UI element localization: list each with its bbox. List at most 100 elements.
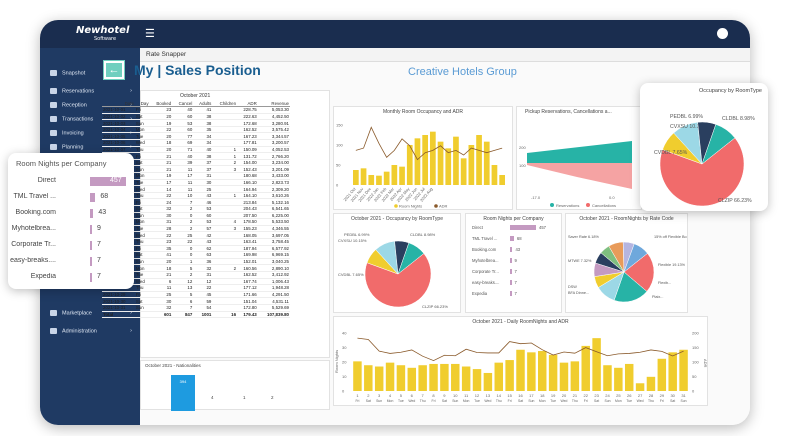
company-row[interactable]: Myhotelbrea... 9	[8, 222, 134, 238]
occupancy-bar	[453, 136, 459, 185]
mini-company-row[interactable]: Booking.com 43	[466, 244, 561, 255]
sidebar-item-reservations[interactable]: Reservations ›	[50, 88, 138, 100]
company-row[interactable]: easy-breaks.... 7	[8, 254, 134, 270]
table-cell: 40	[172, 106, 194, 114]
occupancy-card-title: Occupancy by RoomType	[699, 88, 762, 94]
table-cell: Wed	[134, 139, 150, 147]
daily-bar	[364, 365, 373, 391]
company-name: Creative Hotels Group	[408, 66, 517, 78]
column-header[interactable]: Cancel	[172, 100, 194, 108]
company-row[interactable]: Expedia 7	[8, 270, 134, 286]
pie-label: CLDBL 8.98%	[410, 232, 436, 237]
daily-bar	[559, 362, 569, 391]
mini-company-row[interactable]: Myhotelbrea... 9	[466, 255, 561, 266]
x-day-name: Fri	[584, 399, 588, 403]
table-cell	[212, 278, 238, 286]
table-cell	[212, 119, 238, 127]
table-cell: 2	[172, 205, 194, 213]
column-header[interactable]: Children	[212, 100, 238, 108]
app-logo[interactable]: Newhotel Software	[76, 25, 130, 42]
mini-company-row[interactable]: Expedia 7	[466, 288, 561, 299]
x-day-number: 11	[464, 393, 469, 398]
column-header[interactable]: Date	[102, 100, 135, 108]
x-day-name: Sat	[594, 399, 599, 403]
sidebar-item-snapshot[interactable]: Snapshot	[50, 70, 138, 82]
daily-bar	[418, 365, 427, 391]
table-cell: 2021-10-31	[102, 304, 135, 312]
menu-icon[interactable]: ☰	[145, 28, 155, 40]
table-cell: Mon	[134, 172, 150, 180]
table-row[interactable]: 2021-10-01 Fri 23 40 41 228.75 5,053.30	[102, 106, 290, 114]
table-cell	[212, 172, 238, 180]
table-cell: 22	[193, 284, 213, 292]
pickup-chart[interactable]: 200 100 -17.0 0.0 Reservations Cancellat…	[517, 115, 641, 209]
mini-company-row[interactable]: Corporate Tr... 7	[466, 266, 561, 277]
user-icon[interactable]	[717, 28, 728, 39]
nationality-bar[interactable]: 394	[171, 375, 195, 411]
table-cell: 6	[149, 278, 173, 286]
mini-company-row[interactable]: easy-breaks.... 7	[466, 277, 561, 288]
table-cell: 21	[149, 152, 173, 160]
table-cell	[212, 231, 238, 239]
table-cell: 32	[149, 304, 173, 312]
table-cell	[212, 304, 238, 312]
x-day-name: Wed	[561, 399, 568, 403]
company-bar	[90, 257, 92, 266]
table-cell: 5	[172, 264, 194, 272]
x-day-name: Sat	[670, 399, 675, 403]
column-header[interactable]: Day	[134, 100, 150, 108]
column-header[interactable]: Booked	[149, 100, 173, 108]
y-right-tick: 150	[692, 345, 699, 350]
table-cell: Sun	[134, 304, 150, 312]
occupancy-bar	[430, 131, 436, 185]
table-cell: 32	[149, 205, 173, 213]
pie-slice-clzip	[364, 253, 432, 308]
table-cell: 25	[172, 231, 194, 239]
back-button[interactable]: ←	[103, 60, 125, 80]
column-header[interactable]: Adults	[193, 100, 213, 108]
table-cell: 60	[172, 126, 194, 134]
column-header[interactable]: Revenue	[257, 100, 290, 108]
table-cell: 71	[172, 146, 194, 154]
table-cell: 2021-10-03	[102, 119, 135, 127]
table-cell: 1	[212, 146, 238, 154]
table-cell: 167.23	[237, 132, 258, 141]
column-header[interactable]: ADR	[237, 100, 258, 108]
x-day-number: 25	[616, 393, 621, 398]
table-cell: 4,531.11	[257, 297, 290, 305]
x-day-name: Mon	[615, 399, 622, 403]
table-cell: Sun	[134, 258, 150, 266]
company-row[interactable]: Direct 457	[8, 174, 134, 190]
table-cell: 20	[149, 113, 173, 121]
table-row[interactable]: 2021-10-22Fri35062187.946,577.92	[102, 245, 290, 253]
x-day-name: Fri	[355, 399, 359, 403]
table-row[interactable]: 2021-10-04 Mon 22 60 35 162.52 3,575.42	[102, 126, 290, 134]
ratecode-pie-chart[interactable]: Mediati Prices 21.9%Flexible 19.13%15% o…	[566, 222, 690, 317]
table-cell: Fri	[134, 291, 150, 299]
company-label: Expedia	[30, 273, 56, 280]
x-day-number: 15	[507, 393, 512, 398]
company-row[interactable]: Booking.com 43	[8, 206, 134, 222]
table-cell: 3,610.26	[257, 192, 290, 200]
sidebar-item-administration[interactable]: Administration ›	[50, 328, 138, 340]
mini-company-row[interactable]: Direct 457	[466, 222, 561, 233]
company-row[interactable]: Corporate Tr... 7	[8, 238, 134, 254]
table-row[interactable]: 2021-10-06 Wed 18 69 34 177.81 3,200.57	[102, 139, 290, 147]
table-cell: 31	[193, 172, 213, 180]
table-row[interactable]: 2021-10-03 Sun 19 53 38 172.68 3,280.91	[102, 119, 290, 127]
table-row[interactable]: 2021-10-31 Sun 32 7 54 172.80 5,529.69	[102, 304, 290, 312]
occupancy-card-pie[interactable]: CLZIP 66.23% CVDBL 7.65% CVXSU 10.15% PEDBL…	[640, 94, 768, 209]
roomtype-pie-chart[interactable]: CLZIP 66.23% CVDBL 7.65% CVXSU 10.15%PEDBL…	[334, 222, 460, 312]
table-row[interactable]: 2021-10-30 Sat 30 6 59 151.04 4,531.11	[102, 297, 290, 305]
table-row[interactable]: 2021-10-07 Thu 20 71 40 1 150.09 4,052.53	[102, 146, 290, 154]
x-day-name: Fri	[432, 399, 436, 403]
company-row[interactable]: TML Travel ... 68	[8, 190, 134, 206]
table-row[interactable]: 2021-10-02 Sat 20 60 38 222.63 4,452.50	[102, 113, 290, 121]
daily-bar	[461, 366, 471, 391]
daily-bar	[451, 363, 460, 391]
table-row[interactable]: 2021-10-29 Fri 25 5 45 171.66 4,291.50	[102, 291, 290, 299]
mini-company-row[interactable]: TML Travel ... 68	[466, 233, 561, 244]
table-row[interactable]: 2021-10-05 Tue 20 77 34 167.23 3,344.57	[102, 132, 290, 141]
